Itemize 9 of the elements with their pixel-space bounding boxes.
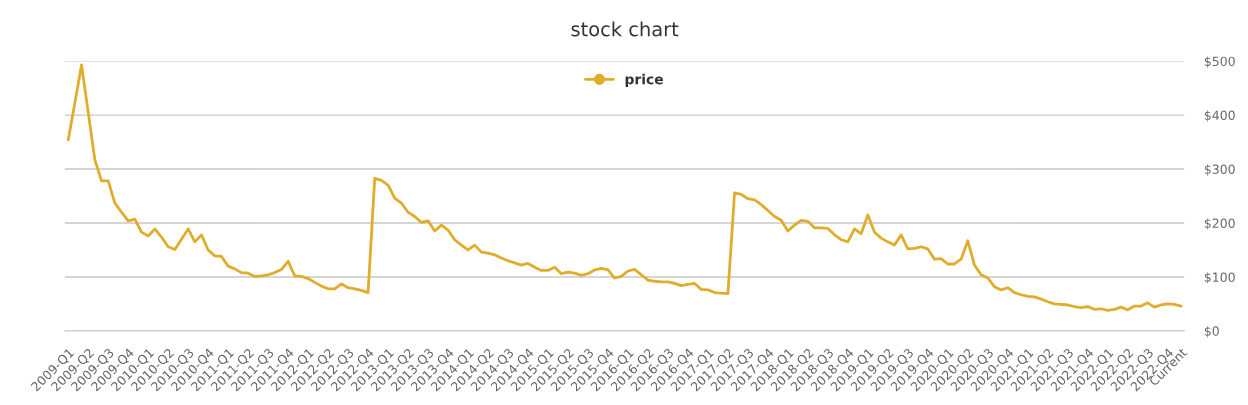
y-tick-label: $500 (1204, 56, 1235, 68)
y-tick-label: $200 (1204, 218, 1235, 230)
line-series (66, 63, 1183, 312)
y-tick-label: $300 (1204, 164, 1235, 176)
y-tick-label: $400 (1204, 110, 1235, 122)
chart-title: stock chart (571, 21, 679, 37)
y-tick-label: $100 (1204, 272, 1235, 284)
legend-label: price (625, 73, 663, 88)
y-tick-label: $0 (1204, 326, 1219, 338)
